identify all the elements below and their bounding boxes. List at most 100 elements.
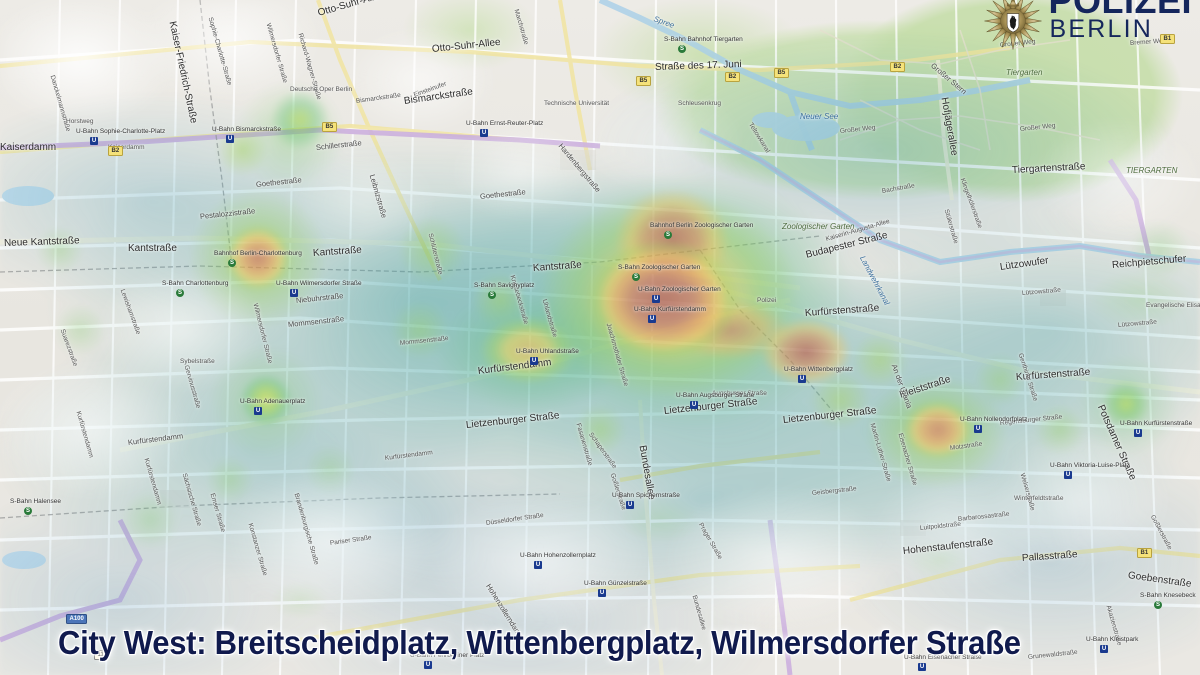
sbahn-marker-icon: S xyxy=(664,231,672,239)
map-label: Kurfürstendamm xyxy=(74,410,95,459)
map-label: U-Bahn Kurfürstendamm xyxy=(634,306,706,313)
map-label: Deutsche Oper Berlin xyxy=(290,86,353,93)
road-shield: B5 xyxy=(636,76,651,86)
map-label: Bismarckstraße xyxy=(403,86,474,107)
map-label: Akazienstraße xyxy=(1104,604,1123,647)
map-label: Mommsenstraße xyxy=(399,334,449,347)
map-label: Reichpietschufer xyxy=(1111,253,1187,271)
map-label: Potsdamer Straße xyxy=(1094,403,1139,482)
ubahn-marker-icon: U xyxy=(1134,429,1142,437)
road-shield: B1 xyxy=(1160,34,1175,44)
ubahn-marker-icon: U xyxy=(254,407,262,415)
map-label: Kurfürstendamm xyxy=(384,449,434,462)
map-label: Großer Weg xyxy=(839,124,876,135)
map-label: Geisbergstraße xyxy=(811,485,857,497)
map-label: Bismarckstraße xyxy=(355,91,402,105)
map-label: U-Bahn Spichernstraße xyxy=(612,492,680,499)
sbahn-marker-icon: S xyxy=(176,289,184,297)
map-label: Großer Weg xyxy=(1019,122,1056,133)
sbahn-marker-icon: S xyxy=(678,45,686,53)
map-label: Augsburger Straße xyxy=(712,390,767,397)
map-label: Mommsenstraße xyxy=(287,314,345,329)
map-label: U-Bahn Ernst-Reuter-Platz xyxy=(466,120,544,127)
road-shield: A100 xyxy=(66,614,88,624)
map-label: TIERGARTEN xyxy=(1126,166,1178,175)
map-label: S-Bahn Halensee xyxy=(10,498,61,505)
map-label: Kurfürstenstraße xyxy=(1015,366,1091,383)
map-label: Sächsische Straße xyxy=(180,472,203,527)
polizei-wordmark-line2: BERLIN xyxy=(1049,14,1153,43)
ubahn-marker-icon: U xyxy=(626,501,634,509)
sbahn-marker-icon: S xyxy=(632,273,640,281)
map-label: U-Bahn Wittenbergplatz xyxy=(784,366,854,373)
map-label: Lietzenburger Straße xyxy=(465,410,561,431)
map-label: Niebuhrstraße xyxy=(295,291,344,305)
polizei-wordmark-line1: POLIZEI xyxy=(1048,0,1192,21)
map-label: Lietzenburger Straße xyxy=(782,405,878,426)
map-label: Emser Straße xyxy=(208,492,227,534)
ubahn-marker-icon: U xyxy=(690,401,698,409)
map-label: U-Bahn Nollendorfplatz xyxy=(960,416,1028,423)
map-label: U-Bahn Wilmersdorfer Straße xyxy=(276,280,362,287)
map-label: Otto-Suhr-Allee xyxy=(316,0,386,19)
map-label: Kurfürstendamm xyxy=(477,357,553,377)
map-label: S-Bahn Zoologischer Garten xyxy=(618,264,701,271)
map-label: Goethestraße xyxy=(479,187,527,201)
map-label: Konstanzer Straße xyxy=(246,522,269,577)
map-label: Uhlandstraße xyxy=(540,298,559,338)
map-label: Kleiststraße xyxy=(898,373,952,401)
map-label: S-Bahn Knesebeck xyxy=(1140,592,1196,599)
map-label: Barbarossastraße xyxy=(957,510,1010,523)
map-label: Kurfürstendamm xyxy=(127,431,184,447)
map-label: Kurfürstenstraße xyxy=(804,302,880,319)
map-label: S-Bahn Bahnhof Tiergarten xyxy=(664,36,743,43)
map-label: Regensburger Straße xyxy=(999,413,1063,427)
map-label: Kaiserdamm xyxy=(0,142,57,153)
berlin-bear-icon xyxy=(1007,13,1020,33)
map-label: Danckelmannstraße xyxy=(48,74,72,133)
map-label: Motzstraße xyxy=(949,440,983,452)
road-shield: B1 xyxy=(1137,548,1152,558)
map-label: Fasanenstraße xyxy=(574,422,594,467)
ubahn-marker-icon: U xyxy=(90,137,98,145)
map-label: Welserstraße xyxy=(1018,472,1036,512)
map-label: Hohenstaufenstraße xyxy=(902,536,994,557)
map-label: Kaiser-Friedrich-Straße xyxy=(166,20,199,125)
map-label: U-Bahn Augsburger Straße xyxy=(676,392,755,399)
map-label: U-Bahn Bismarckstraße xyxy=(212,126,281,133)
map-label: Pariser Straße xyxy=(329,534,372,547)
map-label: Richard-Wagner-Straße xyxy=(296,32,323,101)
map-label: Kurfürstendamm xyxy=(142,457,163,506)
sbahn-marker-icon: S xyxy=(1154,601,1162,609)
map-label: Otto-Suhr-Allee xyxy=(431,36,502,55)
ubahn-marker-icon: U xyxy=(1064,471,1072,479)
sbahn-marker-icon: S xyxy=(228,259,236,267)
ubahn-marker-icon: U xyxy=(534,561,542,569)
ubahn-marker-icon: U xyxy=(798,375,806,383)
map-label: Schaperstraße xyxy=(587,431,618,471)
map-label: Prager Straße xyxy=(696,521,724,561)
polizei-berlin-logo: POLIZEI BERLIN xyxy=(982,0,1192,52)
map-label: Kantstraße xyxy=(532,259,583,274)
sbahn-marker-icon: S xyxy=(488,291,496,299)
ubahn-marker-icon: U xyxy=(480,129,488,137)
map-label: An der Urania xyxy=(889,362,915,410)
map-label: Evangelische Elisabeth Klinik xyxy=(1146,302,1200,309)
map-label: Lützowstraße xyxy=(1021,286,1062,297)
road-shield: 11 xyxy=(94,650,108,660)
map-label: Lietzenburger Straße xyxy=(663,396,759,417)
map-label: Tiergartenstraße xyxy=(1011,161,1086,176)
map-label: U-Bahn Hohenzollernplatz xyxy=(520,552,596,559)
map-label: Goßlerstraße xyxy=(1148,513,1174,551)
map-label: Gervinusstraße xyxy=(182,364,202,410)
map-label: Winterfeldtstraße xyxy=(1014,495,1064,502)
map-label: Marchstraße xyxy=(512,8,530,46)
map-label: U-Bahn Viktoria-Luise-Platz xyxy=(1050,462,1130,469)
map-label: U-Bahn Adenauerplatz xyxy=(240,398,306,405)
map-label: Technische Universität xyxy=(544,100,610,107)
ubahn-marker-icon: U xyxy=(648,315,656,323)
ubahn-marker-icon: U xyxy=(918,663,926,671)
map-label: Lützowufer xyxy=(999,255,1050,273)
